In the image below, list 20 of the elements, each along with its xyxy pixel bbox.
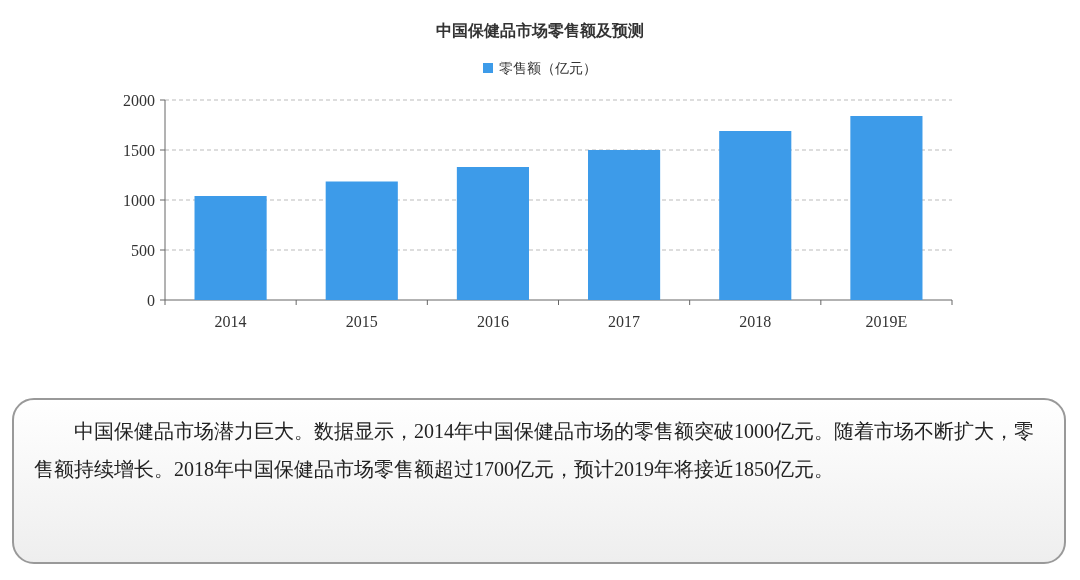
x-tick-label: 2019E — [865, 313, 908, 330]
bar — [719, 131, 792, 300]
bar — [588, 150, 661, 300]
bar — [456, 167, 529, 300]
x-tick-label: 2017 — [608, 313, 641, 330]
y-tick-label: 1500 — [123, 142, 155, 159]
x-tick-label: 2015 — [345, 313, 378, 330]
y-tick-label: 0 — [147, 292, 155, 309]
y-tick-label: 1000 — [123, 192, 155, 209]
x-tick-label: 2014 — [214, 313, 247, 330]
chart-title: 中国保健品市场零售额及预测 — [436, 21, 644, 40]
x-tick-label: 2018 — [739, 313, 772, 330]
bar — [325, 181, 398, 300]
text: 中国保健品市场潜力巨大。数据显示，2014年中国保健品市场的零售额突破1000亿元。随着市场不断扩大，零售额持续增长。2018年中国保健品市场零售额超过1700亿元，预计2019年将接近1850亿元。 — [12, 398, 1066, 564]
bar — [194, 196, 267, 300]
y-tick-label: 2000 — [123, 92, 155, 109]
legend-label: 零售额（亿元） — [499, 60, 597, 76]
y-tick-label: 500 — [131, 242, 155, 259]
bar — [850, 116, 923, 300]
x-tick-label: 2016 — [476, 313, 509, 330]
